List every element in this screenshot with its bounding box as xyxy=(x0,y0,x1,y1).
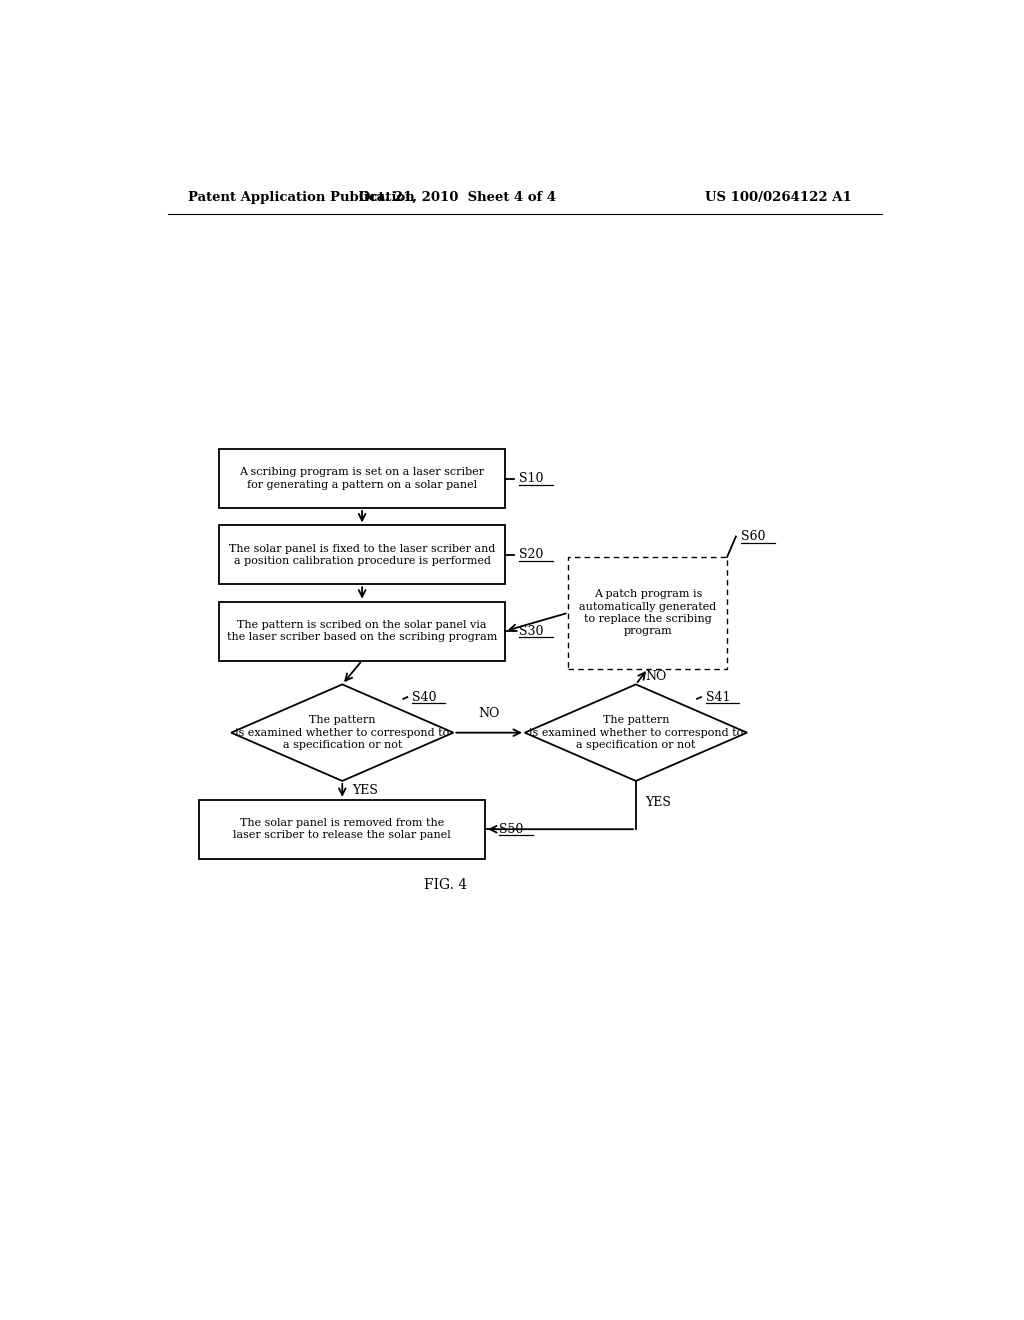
Bar xyxy=(200,800,485,859)
Text: Oct. 21, 2010  Sheet 4 of 4: Oct. 21, 2010 Sheet 4 of 4 xyxy=(358,190,556,203)
Text: The pattern
is examined whether to correspond to
a specification or not: The pattern is examined whether to corre… xyxy=(528,715,743,750)
Bar xyxy=(219,602,505,660)
Text: NO: NO xyxy=(478,708,500,721)
Text: A patch program is
automatically generated
to replace the scribing
program: A patch program is automatically generat… xyxy=(580,589,717,636)
Polygon shape xyxy=(524,684,748,781)
Text: S41: S41 xyxy=(706,690,730,704)
Text: The pattern
is examined whether to correspond to
a specification or not: The pattern is examined whether to corre… xyxy=(236,715,450,750)
Text: US 100/0264122 A1: US 100/0264122 A1 xyxy=(706,190,852,203)
Text: S20: S20 xyxy=(519,548,544,561)
Bar xyxy=(219,525,505,585)
Polygon shape xyxy=(231,684,454,781)
Text: S30: S30 xyxy=(519,624,544,638)
Bar xyxy=(219,449,505,508)
Text: S50: S50 xyxy=(500,822,524,836)
Text: S40: S40 xyxy=(412,690,436,704)
Text: The solar panel is removed from the
laser scriber to release the solar panel: The solar panel is removed from the lase… xyxy=(233,818,452,841)
Text: YES: YES xyxy=(352,784,378,797)
Bar xyxy=(568,557,727,669)
Text: The solar panel is fixed to the laser scriber and
a position calibration procedu: The solar panel is fixed to the laser sc… xyxy=(229,544,496,566)
Text: FIG. 4: FIG. 4 xyxy=(424,878,467,892)
Text: S60: S60 xyxy=(741,531,766,543)
Text: Patent Application Publication: Patent Application Publication xyxy=(187,190,415,203)
Text: S10: S10 xyxy=(519,473,544,484)
Text: YES: YES xyxy=(645,796,672,809)
Text: The pattern is scribed on the solar panel via
the laser scriber based on the scr: The pattern is scribed on the solar pane… xyxy=(227,620,498,643)
Text: NO: NO xyxy=(645,671,667,682)
Text: A scribing program is set on a laser scriber
for generating a pattern on a solar: A scribing program is set on a laser scr… xyxy=(240,467,484,490)
